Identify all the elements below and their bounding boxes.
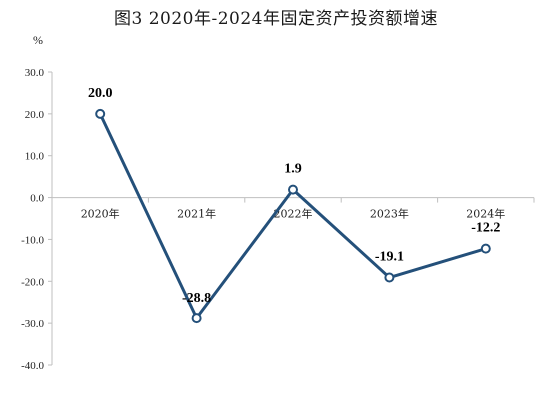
data-labels: 20.0 -28.8 1.9 -19.1 -12.2 <box>88 86 500 306</box>
data-label: -19.1 <box>375 250 404 265</box>
chart-title: 图3 2020年-2024年固定资产投资额增速 <box>114 9 438 29</box>
y-tick-label: -10.0 <box>21 234 44 246</box>
data-point <box>95 108 106 119</box>
y-tick-label: 30.0 <box>25 67 45 79</box>
data-point <box>191 313 202 324</box>
y-tick-label: 0.0 <box>30 193 44 205</box>
series-line <box>95 108 491 324</box>
data-label: -28.8 <box>182 291 211 306</box>
y-tick-label: -40.0 <box>21 360 44 372</box>
x-axis: 2020年 2021年 2022年 2023年 2024年 <box>51 197 535 221</box>
x-tick-label: 2020年 <box>81 207 120 221</box>
y-tick-label: 10.0 <box>25 151 45 163</box>
data-label: -12.2 <box>471 221 500 236</box>
x-tick-label: 2023年 <box>370 207 409 221</box>
y-tick-label: 20.0 <box>25 109 45 121</box>
x-tick-label: 2021年 <box>177 207 216 221</box>
y-tick-label: -30.0 <box>21 318 44 330</box>
y-unit-label: % <box>33 33 43 47</box>
data-point <box>384 272 395 283</box>
data-label: 20.0 <box>88 86 113 101</box>
x-tick-label: 2022年 <box>274 207 313 221</box>
y-axis: 30.0 20.0 10.0 0.0 -10.0 -20.0 -30.0 -40.0 <box>21 67 53 372</box>
data-label: 1.9 <box>284 162 302 177</box>
data-point <box>480 243 491 254</box>
x-tick-label: 2024年 <box>466 207 505 221</box>
data-point <box>288 184 298 195</box>
y-tick-label: -20.0 <box>21 276 44 288</box>
